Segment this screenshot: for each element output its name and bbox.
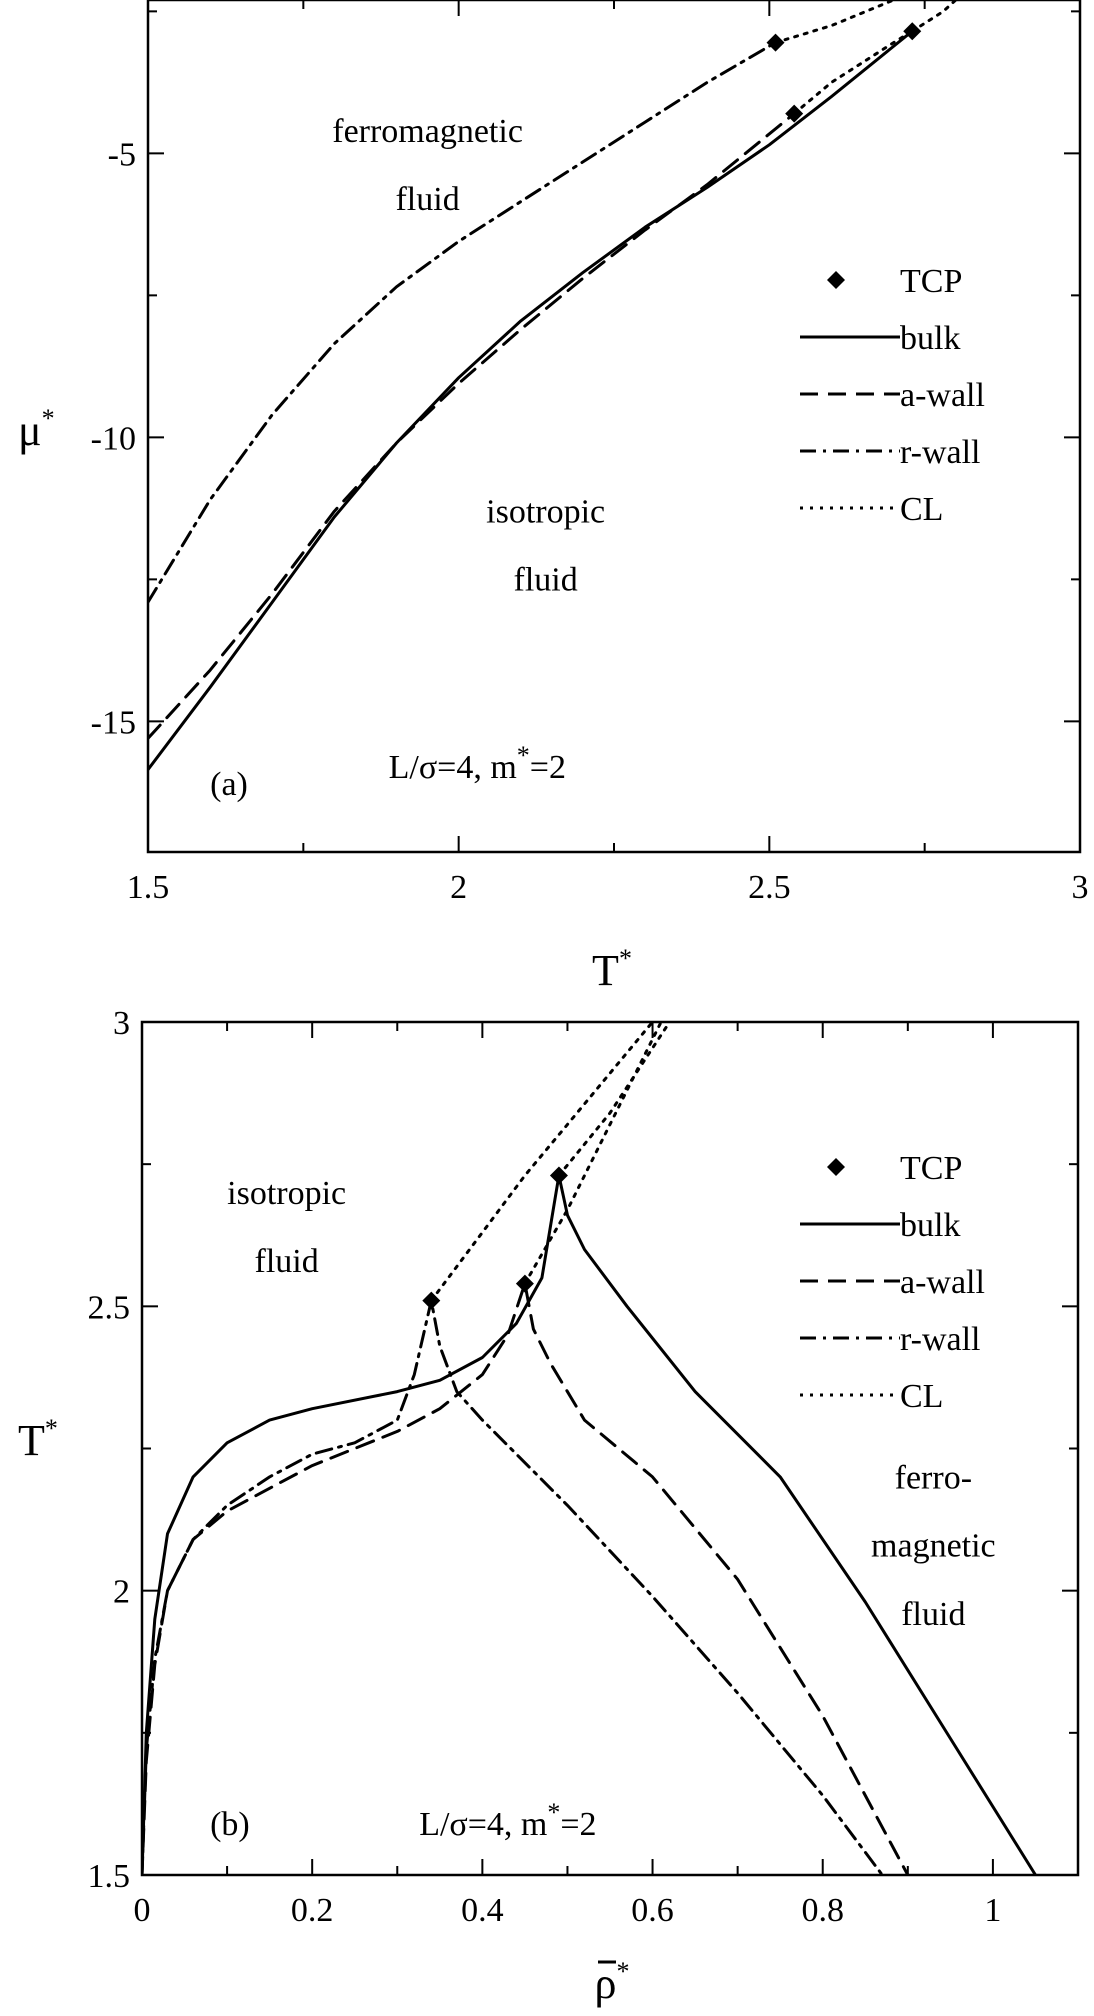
series-a-wall-line bbox=[142, 1282, 910, 1875]
x-tick-label: 1.5 bbox=[127, 869, 170, 906]
y-axis-label-star: * bbox=[42, 404, 55, 433]
x-tick-label: 0.8 bbox=[801, 1892, 844, 1929]
series-cl-line bbox=[523, 1022, 663, 1286]
annotation-text: fluid bbox=[395, 181, 459, 218]
legend-bulk-label: bulk bbox=[900, 1207, 960, 1244]
x-axis-label: ρ* bbox=[595, 1957, 630, 2008]
legend-tcp-marker bbox=[827, 271, 845, 289]
series-cl-line bbox=[557, 1022, 672, 1177]
legend-tcp-label: TCP bbox=[900, 263, 962, 300]
annotation-suffix: =2 bbox=[560, 1806, 596, 1843]
plot-frame bbox=[146, 0, 1082, 854]
series-group bbox=[142, 1022, 1037, 1875]
y-axis-label-text: μ bbox=[18, 406, 42, 455]
x-axis-label: T* bbox=[592, 944, 632, 995]
series-r-wall-line bbox=[148, 41, 777, 604]
annotation: fluid bbox=[514, 562, 578, 599]
panel-b: 0 0.2 0.4 0.6 0.8 11.522.53ρ*T*isotropicfluid… bbox=[18, 1005, 1080, 2008]
x-axis-label-star: * bbox=[616, 1957, 629, 1986]
series-cl-line bbox=[429, 1022, 654, 1303]
annotation-text: isotropic bbox=[227, 1175, 346, 1212]
annotation: fluid bbox=[395, 181, 459, 218]
annotation: fluid bbox=[255, 1243, 319, 1280]
x-axis-label-star: * bbox=[619, 944, 632, 973]
annotation-text: fluid bbox=[901, 1596, 965, 1633]
annotation-text: magnetic bbox=[871, 1528, 996, 1565]
y-axis-label: T* bbox=[18, 1414, 58, 1465]
y-axis-label-star: * bbox=[45, 1414, 58, 1443]
annotation-text: fluid bbox=[514, 562, 578, 599]
tcp-marker bbox=[785, 104, 804, 123]
y-tick-label: 2 bbox=[113, 1574, 130, 1611]
series-cl-line bbox=[910, 0, 958, 33]
annotation: L/σ=4, m*=2 bbox=[419, 1798, 596, 1843]
annotation: L/σ=4, m*=2 bbox=[389, 741, 566, 786]
legend-a-wall-label: a-wall bbox=[900, 377, 985, 414]
x-axis-label-text: T bbox=[592, 946, 619, 995]
legend-r-wall-label: r-wall bbox=[900, 1321, 981, 1358]
annotation-text: ferro- bbox=[895, 1459, 972, 1496]
series-a-wall-line bbox=[148, 112, 796, 740]
y-tick-label: 2.5 bbox=[88, 1289, 131, 1326]
x-tick-label: 2 bbox=[450, 869, 467, 906]
tcp-marker bbox=[766, 33, 785, 52]
legend-r-wall-label: r-wall bbox=[900, 434, 981, 471]
annotation-text: ferromagnetic bbox=[332, 113, 523, 150]
annotation: (b) bbox=[210, 1806, 250, 1843]
series-bulk-line bbox=[148, 29, 914, 772]
y-tick-label: -5 bbox=[108, 136, 136, 173]
annotation-text: L/σ=4, m bbox=[419, 1806, 547, 1843]
annotation-star: * bbox=[547, 1798, 560, 1827]
annotation: fluid bbox=[901, 1596, 965, 1633]
y-axis-label-text: T bbox=[18, 1416, 45, 1465]
x-tick-label: 0.4 bbox=[461, 1892, 504, 1929]
series-group bbox=[148, 0, 958, 772]
annotation-text: fluid bbox=[255, 1243, 319, 1280]
legend-cl-label: CL bbox=[900, 1378, 943, 1415]
annotation: isotropic bbox=[227, 1175, 346, 1212]
tcp-marker bbox=[422, 1291, 441, 1310]
series-cl-line bbox=[774, 0, 897, 45]
series-cl-line bbox=[792, 29, 914, 116]
annotation-suffix: =2 bbox=[530, 749, 566, 786]
legend-cl-label: CL bbox=[900, 491, 943, 528]
y-tick-label: -10 bbox=[91, 420, 136, 457]
tcp-marker bbox=[515, 1274, 534, 1293]
x-tick-label: 0.2 bbox=[291, 1892, 334, 1929]
annotation: magnetic bbox=[871, 1528, 996, 1565]
x-tick-label: 1 bbox=[984, 1892, 1001, 1929]
annotation: isotropic bbox=[486, 494, 605, 531]
annotation-text: (b) bbox=[210, 1806, 250, 1843]
annotation: ferromagnetic bbox=[332, 113, 523, 150]
series-r-wall-line bbox=[142, 1299, 884, 1875]
annotation-text: L/σ=4, m bbox=[389, 749, 517, 786]
x-tick-label: 0 bbox=[134, 1892, 151, 1929]
tcp-marker bbox=[549, 1166, 568, 1185]
annotation-star: * bbox=[517, 741, 530, 770]
annotation: ferro- bbox=[895, 1459, 972, 1496]
y-axis-label: μ* bbox=[18, 404, 55, 455]
x-tick-label: 2.5 bbox=[748, 869, 791, 906]
annotation: (a) bbox=[210, 766, 248, 803]
x-tick-label: 0.6 bbox=[631, 1892, 674, 1929]
legend-tcp-marker bbox=[827, 1158, 845, 1176]
tcp-marker bbox=[903, 22, 922, 41]
annotation-text: (a) bbox=[210, 766, 248, 803]
series-bulk-line bbox=[142, 1174, 1037, 1875]
x-axis-label-text: ρ bbox=[595, 1959, 617, 2008]
x-tick-label: 3 bbox=[1072, 869, 1089, 906]
y-tick-label: 1.5 bbox=[88, 1858, 131, 1895]
y-tick-label: 3 bbox=[113, 1005, 130, 1042]
y-tick-label: -15 bbox=[91, 704, 136, 741]
legend-bulk-label: bulk bbox=[900, 320, 960, 357]
legend-tcp-label: TCP bbox=[900, 1150, 962, 1187]
panel-a: 1.5 2 2.5 3-5-10-15T*μ*ferromagneticfluidis… bbox=[18, 0, 1089, 995]
annotation-text: isotropic bbox=[486, 494, 605, 531]
legend-a-wall-label: a-wall bbox=[900, 1264, 985, 1301]
